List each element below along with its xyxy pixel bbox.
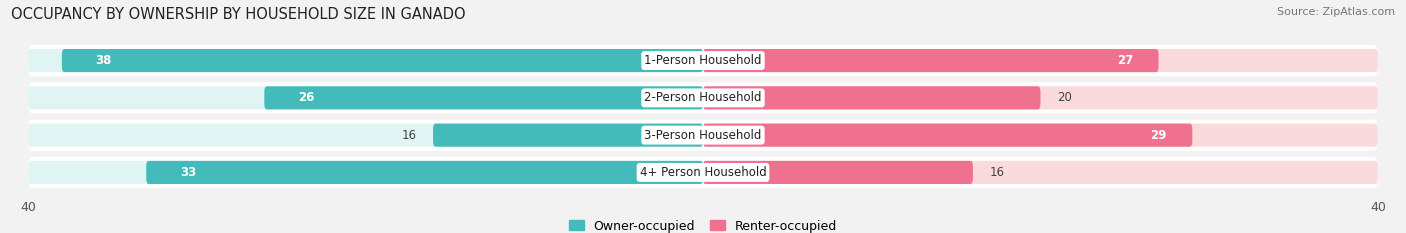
FancyBboxPatch shape (28, 123, 703, 147)
FancyBboxPatch shape (703, 161, 973, 184)
Text: 2-Person Household: 2-Person Household (644, 91, 762, 104)
FancyBboxPatch shape (703, 161, 1378, 184)
Text: OCCUPANCY BY OWNERSHIP BY HOUSEHOLD SIZE IN GANADO: OCCUPANCY BY OWNERSHIP BY HOUSEHOLD SIZE… (11, 7, 465, 22)
Text: 38: 38 (96, 54, 112, 67)
FancyBboxPatch shape (28, 82, 1378, 113)
Text: 16: 16 (990, 166, 1005, 179)
FancyBboxPatch shape (28, 157, 1378, 188)
FancyBboxPatch shape (703, 49, 1378, 72)
Text: 4+ Person Household: 4+ Person Household (640, 166, 766, 179)
Text: 3-Person Household: 3-Person Household (644, 129, 762, 142)
Legend: Owner-occupied, Renter-occupied: Owner-occupied, Renter-occupied (568, 219, 838, 233)
FancyBboxPatch shape (703, 49, 1159, 72)
FancyBboxPatch shape (28, 161, 703, 184)
Text: 1-Person Household: 1-Person Household (644, 54, 762, 67)
FancyBboxPatch shape (703, 123, 1192, 147)
FancyBboxPatch shape (264, 86, 703, 110)
FancyBboxPatch shape (28, 45, 1378, 76)
FancyBboxPatch shape (28, 120, 1378, 151)
Text: 16: 16 (401, 129, 416, 142)
FancyBboxPatch shape (703, 86, 1040, 110)
FancyBboxPatch shape (703, 123, 1378, 147)
Text: 26: 26 (298, 91, 315, 104)
FancyBboxPatch shape (28, 86, 703, 110)
Text: Source: ZipAtlas.com: Source: ZipAtlas.com (1277, 7, 1395, 17)
Text: 29: 29 (1150, 129, 1167, 142)
FancyBboxPatch shape (703, 86, 1378, 110)
Text: 20: 20 (1057, 91, 1073, 104)
FancyBboxPatch shape (433, 123, 703, 147)
FancyBboxPatch shape (62, 49, 703, 72)
FancyBboxPatch shape (146, 161, 703, 184)
Text: 33: 33 (180, 166, 197, 179)
Text: 27: 27 (1116, 54, 1133, 67)
FancyBboxPatch shape (28, 49, 703, 72)
